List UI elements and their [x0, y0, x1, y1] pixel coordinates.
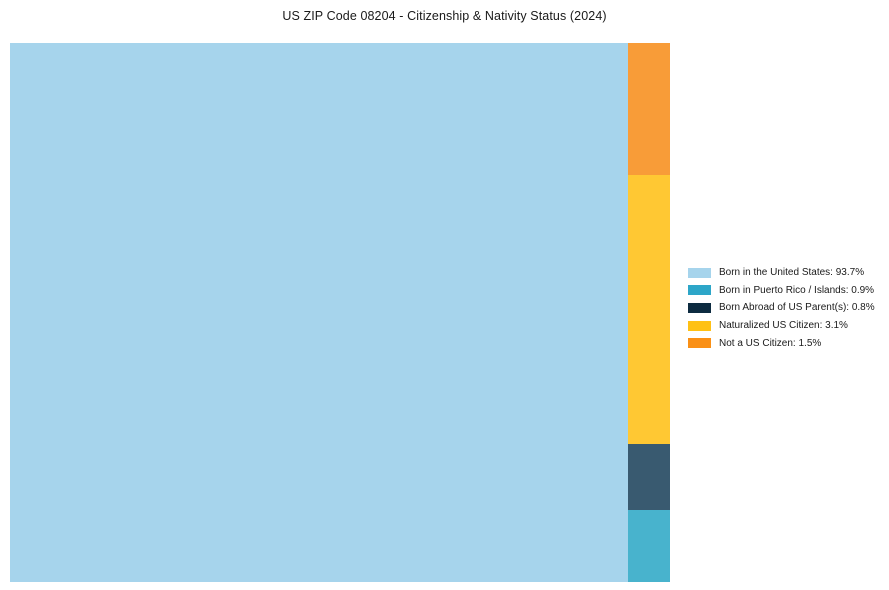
legend-label-born-in-puerto-rico-islands: Born in Puerto Rico / Islands: 0.9% — [719, 284, 875, 296]
treemap-plot-area — [10, 43, 670, 582]
legend-item-born-in-puerto-rico-islands[interactable]: Born in Puerto Rico / Islands: 0.9% — [688, 282, 884, 300]
legend-item-naturalized-us-citizen[interactable]: Naturalized US Citizen: 3.1% — [688, 317, 884, 335]
legend-swatch-icon-born-abroad-of-us-parents — [688, 302, 711, 313]
legend-label-not-a-us-citizen: Not a US Citizen: 1.5% — [719, 337, 822, 349]
legend-item-born-in-the-united-states[interactable]: Born in the United States: 93.7% — [688, 264, 884, 282]
legend-item-born-abroad-of-us-parents[interactable]: Born Abroad of US Parent(s): 0.8% — [688, 299, 884, 317]
legend-swatch-icon-born-in-the-united-states — [688, 267, 711, 278]
treemap-tile-not-a-us-citizen[interactable] — [628, 43, 670, 175]
legend-label-naturalized-us-citizen: Naturalized US Citizen: 3.1% — [719, 320, 848, 332]
chart-legend: Born in the United States: 93.7% Born in… — [688, 264, 884, 352]
page-title: US ZIP Code 08204 - Citizenship & Nativi… — [282, 9, 607, 23]
treemap-tile-born-abroad-of-us-parents[interactable] — [628, 444, 670, 510]
treemap-tile-naturalized-us-citizen[interactable] — [628, 175, 670, 444]
legend-label-born-abroad-of-us-parents: Born Abroad of US Parent(s): 0.8% — [719, 302, 875, 314]
legend-item-not-a-us-citizen[interactable]: Not a US Citizen: 1.5% — [688, 334, 884, 352]
legend-swatch-icon-born-in-puerto-rico-islands — [688, 285, 711, 296]
treemap-tile-born-in-puerto-rico-islands[interactable] — [628, 510, 670, 582]
legend-label-born-in-the-united-states: Born in the United States: 93.7% — [719, 267, 865, 279]
legend-swatch-icon-not-a-us-citizen — [688, 338, 711, 349]
treemap-tile-born-in-the-united-states[interactable] — [10, 43, 628, 582]
legend-swatch-icon-naturalized-us-citizen — [688, 320, 711, 331]
